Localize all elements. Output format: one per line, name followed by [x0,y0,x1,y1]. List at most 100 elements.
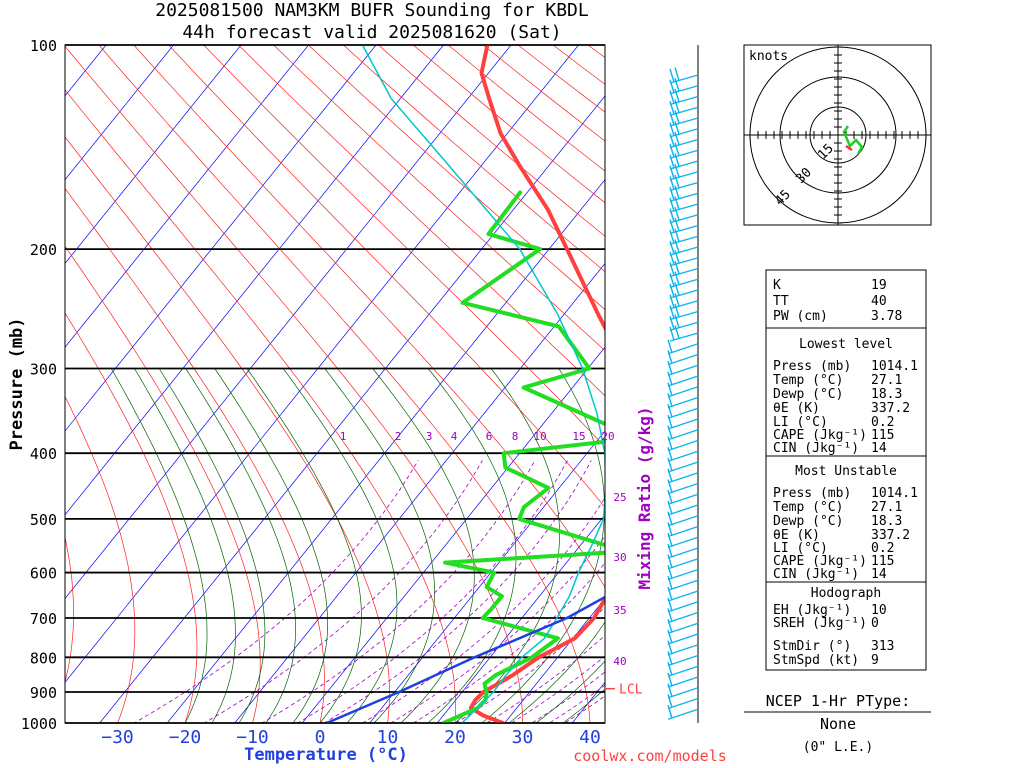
moist-adiabat [324,368,435,723]
mu-press: 1014.1 [871,486,918,501]
mixing-ratio-line [203,460,483,723]
dry-adiabat [65,187,325,723]
lcl-label: LCL [619,683,643,698]
pw-value: 3.78 [871,309,902,324]
dry-adiabat [168,45,605,508]
lowest-temp-label: Temp (°C) [773,373,843,388]
wind-barb [669,67,699,84]
mu-cape-label: CAPE (Jkg⁻¹) [773,554,867,569]
dry-adiabat [133,45,605,589]
dry-adiabat [273,45,605,352]
mixing-ratio-line [361,496,605,723]
wind-barb [667,651,699,667]
dry-adiabat [65,89,456,723]
mu-li: 0.2 [871,541,894,556]
wind-barb [669,88,699,106]
lowest-press-label: Press (mb) [773,359,851,374]
wind-barb [667,694,699,710]
mixing-ratio-line [133,460,419,723]
wind-barb [667,597,699,613]
wind-barb [669,196,699,213]
background-lines [65,45,605,723]
wind-barb [669,228,699,245]
footer-credit: coolwx.com/models [573,747,727,765]
mixing-ratio-line [548,684,605,723]
pressure-tick: 600 [30,565,57,583]
mu-press-label: Press (mb) [773,486,851,501]
wind-barb [667,533,699,548]
indices-panel: K 19 TT 40 PW (cm) 3.78 Lowest level Pre… [765,269,927,671]
temperature-tick: −10 [236,727,269,748]
mu-temp-label: Temp (°C) [773,500,843,515]
wind-barb [667,361,699,376]
hodograph-title: Hodograph [811,586,881,601]
profiles [325,45,605,723]
mixing-ratio-tick: 30 [613,551,626,564]
hodo-unit-label: knots [749,49,788,64]
lowest-dewp-label: Dewp (°C) [773,387,843,402]
wind-barb [667,425,699,441]
wind-barb [667,490,699,505]
temperature-tick: 10 [377,727,399,748]
wind-barb [667,447,699,462]
temperature-tick-labels: −30 −20 −10 0 10 20 30 40 [101,727,601,748]
mixing-ratio-tick: 8 [512,430,519,443]
mixing-ratio-line [390,535,605,723]
wind-barbs [667,67,699,720]
mu-dewp-label: Dewp (°C) [773,514,843,529]
ptype-title: NCEP 1-Hr PType: [766,692,911,710]
pw-label: PW (cm) [773,309,828,324]
ptype-snow: (0" L.E.) [803,740,873,755]
stmdir-value: 313 [871,639,894,654]
wetbulb-profile [361,45,605,723]
wind-barb [669,239,699,256]
wind-barb [667,414,699,430]
temperature-profile [468,45,605,723]
wind-barb [669,78,699,95]
plot-frame [64,44,606,724]
mu-temp: 27.1 [871,500,902,515]
moist-adiabat [158,368,266,723]
moist-adiabat [372,368,475,723]
isotherm-line [99,95,605,723]
wind-barb [667,500,699,516]
wind-barb [667,511,699,527]
isotherm-line [65,45,512,600]
wind-barb [669,99,699,116]
sreh-value: 0 [871,616,879,631]
wind-barb [669,314,699,331]
lowest-cin-label: CIN (Jkg⁻¹) [773,441,859,456]
most-unstable-title: Most Unstable [795,464,897,479]
wind-barb [669,153,699,170]
mixing-ratio-tick: 35 [613,604,626,617]
lowest-dewp: 18.3 [871,387,902,402]
mixing-ratio-tick: 10 [533,430,546,443]
mixing-ratio-line [510,655,605,723]
temperature-tick: 40 [579,727,601,748]
mixing-ratio-tick: 3 [426,430,433,443]
mixing-ratio-line [296,460,568,723]
wind-barb [667,683,699,699]
dry-adiabat [413,45,605,204]
lowest-thetae-label: θE (K) [773,401,820,416]
wind-barb [667,565,699,581]
wind-barb [667,619,699,634]
hodograph: knots 15 30 45 [743,44,932,226]
moist-adiabat [185,368,296,723]
wind-barb [667,608,699,624]
temperature-tick: −20 [169,727,202,748]
lowest-cin: 14 [871,441,887,456]
wind-barb [669,303,699,321]
wind-barb [669,260,699,278]
moist-adiabat [246,368,362,723]
wind-barb [669,121,699,138]
wind-barb [667,672,699,688]
moist-adiabat [110,368,208,723]
mu-cin: 14 [871,567,887,582]
wind-barb [667,468,699,484]
isobars [65,44,605,724]
pressure-tick: 1000 [21,715,57,733]
wind-barb [667,554,699,570]
lowest-li-label: LI (°C) [773,415,828,430]
isotherm-line [65,45,309,348]
